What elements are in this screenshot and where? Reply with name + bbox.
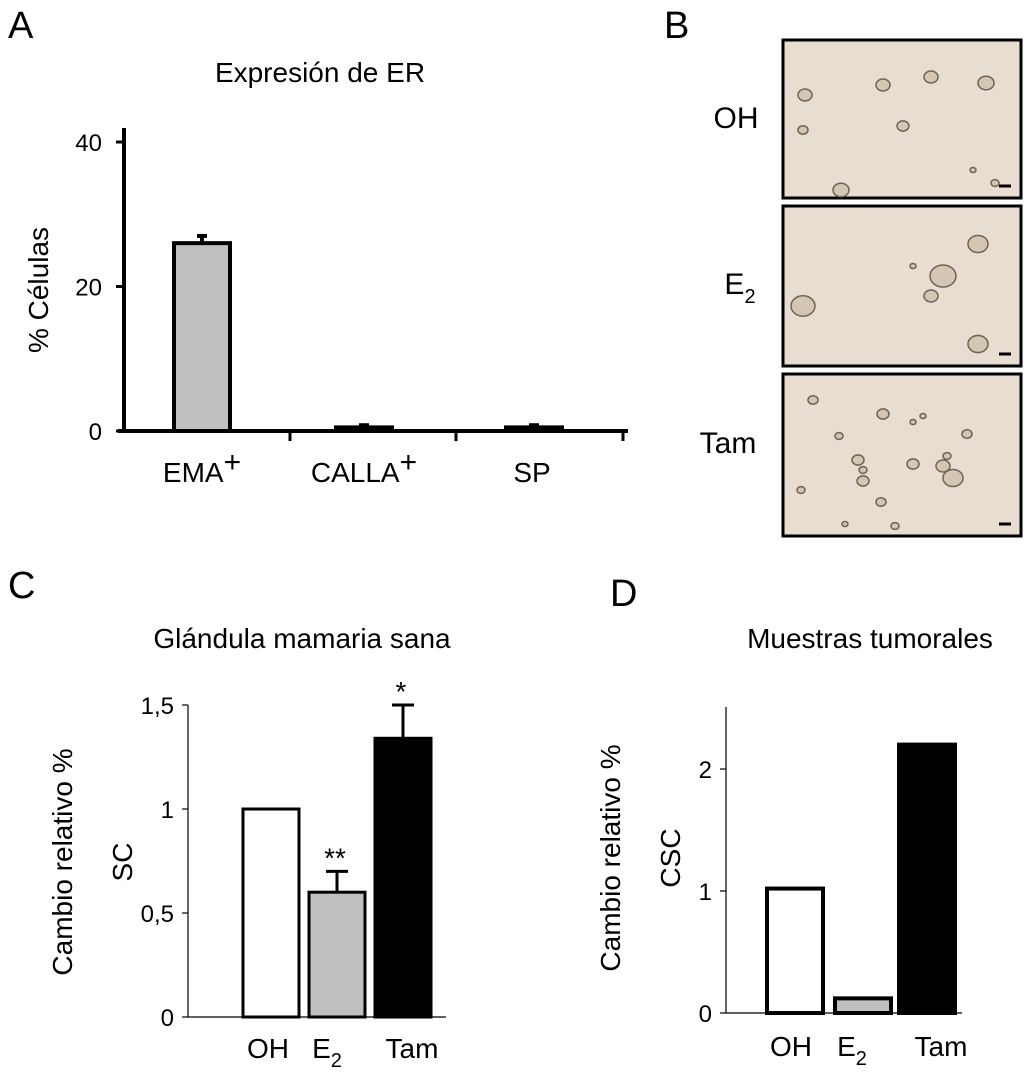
chart-a-category-label: SP [513,457,550,488]
micrograph-cell-cluster [967,334,989,354]
micrograph-cell-cluster [841,520,849,528]
panel-label-a: A [8,5,34,47]
chart-c-significance-mark: * [396,676,407,707]
micrograph-cell-cluster [832,182,850,198]
micrograph-cell-cluster [923,289,939,303]
chart-d-category-label: OH [770,1031,812,1062]
micrograph-cell-cluster [923,70,939,84]
micrograph-cell-cluster [990,178,1000,188]
chart-d-ylabel-line1: Cambio relativo % [595,744,626,971]
chart-a-title: Expresión de ER [215,57,425,88]
chart-a-ylabel: % Células [23,227,54,353]
micrograph-cell-cluster [961,429,973,439]
chart-c-ytick-label: 1 [161,797,174,824]
chart-d-bar [897,742,957,1015]
micrograph-cell-cluster [942,451,952,461]
micrograph-cell-cluster [942,468,964,488]
panel-label-c: C [8,565,35,607]
micrograph-cell-cluster [890,521,900,531]
chart-d-title: Muestras tumorales [747,623,993,654]
chart-c-category-label: E2 [312,1033,342,1072]
micrograph-cell-cluster [875,497,887,507]
chart-c-category-label: OH [247,1033,289,1064]
micrograph-cell-cluster [807,395,819,405]
chart-c-ytick-label: 0,5 [141,901,174,928]
micrograph-cell-cluster [977,75,995,91]
micrograph-cell-cluster [969,166,977,174]
micrograph-cell-cluster [834,431,844,441]
chart-d-category-label: E2 [837,1031,867,1070]
micrograph-cell-cluster [790,295,816,317]
chart-c-ylabel-line2: SC [107,843,138,882]
micrograph-cell-cluster [967,234,989,254]
micrograph-cell-cluster [935,459,951,473]
chart-c-category-label: Tam [386,1033,439,1064]
chart-a-bar [172,241,232,433]
panel-label-d: D [610,573,637,615]
micrograph-cell-cluster [796,485,806,495]
chart-c-ylabel-line1: Cambio relativo % [47,748,78,975]
chart-a-bar [504,425,564,434]
chart-a-ytick-label: 0 [89,419,102,446]
chart-c-bar [241,807,301,1019]
chart-d-bar [765,886,825,1015]
chart-d: Muestras tumorales Cambio relativo % CSC… [595,623,993,1070]
chart-a-bar [334,425,394,434]
chart-d-ytick-label: 0 [699,1001,712,1028]
micrograph-label-oh: OH [714,102,759,135]
micrograph-cell-cluster [797,88,813,102]
chart-d-ylabel-line2: CSC [655,828,686,887]
chart-c: Glándula mamaria sana Cambio relativo % … [47,623,451,1072]
micrograph-cell-cluster [909,262,917,270]
micrograph-cell-cluster [896,120,910,132]
micrograph-cell-cluster [909,418,917,426]
micrograph-label-e2: E2 [724,268,755,308]
chart-d-ytick-label: 2 [699,757,712,784]
micrograph-cell-cluster [851,454,865,466]
chart-a-ytick-label: 20 [75,275,102,302]
micrograph-cell-cluster [906,458,920,470]
chart-c-ytick-label: 1,5 [141,693,174,720]
micrograph-cell-cluster [858,465,868,475]
micrograph-cell-cluster [919,412,927,420]
chart-c-title: Glándula mamaria sana [153,623,451,654]
chart-d-ytick-label: 1 [699,879,712,906]
chart-d-bar [833,996,893,1015]
chart-c-significance-mark: ** [324,842,346,873]
micrograph-cell-cluster [856,475,870,487]
micrograph-tam [781,372,1023,538]
chart-a-category-label: EMA+ [163,446,241,488]
micrograph-cell-cluster [875,78,891,92]
micrograph-oh [781,38,1023,200]
chart-a-ytick-label: 40 [75,130,102,157]
panel-label-b: B [664,5,689,47]
micrograph-label-tam: Tam [700,427,757,460]
micrograph-cell-cluster [876,408,890,420]
micrographs: OH E2 Tam [700,38,1023,538]
chart-c-bar [373,736,433,1019]
micrograph-cell-cluster [797,125,809,135]
chart-c-bar [307,890,367,1019]
chart-a: Expresión de ER % Células 0 20 40 EMA+ CALLA… [23,57,628,488]
chart-c-ytick-label: 0 [161,1005,174,1032]
chart-d-category-label: Tam [915,1031,968,1062]
micrograph-cell-cluster [929,264,957,288]
chart-a-category-label: CALLA+ [311,446,417,488]
